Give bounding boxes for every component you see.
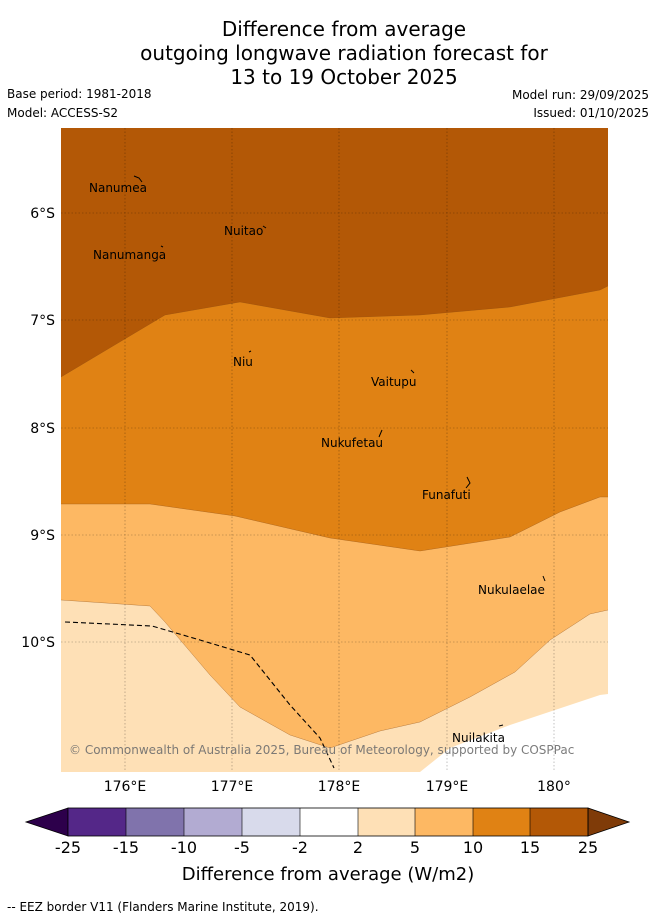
title-line-3: 13 to 19 October 2025: [230, 65, 458, 89]
island-shape-niu: [248, 350, 252, 353]
colorbar-high-extend: [587, 807, 631, 837]
contour-10: [61, 496, 608, 552]
lon-label: 179°E: [426, 779, 469, 795]
lon-label: 176°E: [104, 779, 147, 795]
colorbar-label: Difference from average (W/m2): [182, 864, 474, 885]
colorbar-tick: 5: [410, 838, 420, 857]
title-line-1: Difference from average: [221, 17, 467, 41]
colorbar-tick: 25: [578, 838, 598, 857]
place-label: Nanumanga: [93, 248, 166, 262]
lat-label: 7°S: [30, 313, 55, 329]
title-line-2: outgoing longwave radiation forecast for: [140, 41, 548, 65]
lat-label: 6°S: [30, 206, 55, 222]
place-label: Nuitao: [224, 224, 263, 238]
issued-date: Issued: 01/10/2025: [533, 106, 649, 120]
contour-5: [61, 599, 608, 749]
lon-label: 178°E: [318, 779, 361, 795]
island-shape-nuilakita: [498, 724, 504, 727]
eez-border: [64, 621, 335, 769]
lat-label: 10°S: [21, 635, 55, 651]
lon-label: 177°E: [211, 779, 254, 795]
island-shape-nukufetau: [378, 429, 383, 438]
eez-legend: -- EEZ border V11 (Flanders Marine Insti…: [7, 900, 319, 914]
contour-15: [61, 285, 608, 378]
colorbar-segment: [530, 808, 588, 836]
colorbar-tick: -2: [292, 838, 308, 857]
place-label: Funafuti: [422, 488, 471, 502]
island-shape-vaitupu: [410, 369, 415, 374]
map-plot-area: Nanumea Nuitao Nanumanga Niu Vaitupu Nuk…: [61, 128, 608, 772]
colorbar-tick: -5: [234, 838, 250, 857]
colorbar-tick: 10: [463, 838, 483, 857]
colorbar-segment: [184, 808, 242, 836]
lon-label: 180°: [537, 779, 571, 795]
island-shape-nanumanga: [160, 245, 164, 248]
eez-legend-text: -- EEZ border V11 (Flanders Marine Insti…: [7, 900, 319, 914]
colorbar-segment: [68, 808, 126, 836]
lat-label: 8°S: [30, 421, 55, 437]
lat-label: 9°S: [30, 528, 55, 544]
copyright-notice: © Commonwealth of Australia 2025, Bureau…: [69, 743, 574, 757]
island-shape-funafuti: [465, 476, 471, 489]
colorbar-tick: -15: [113, 838, 139, 857]
island-shape-nukulaelae: [542, 575, 546, 582]
place-label: Nuilakita: [452, 731, 505, 745]
place-label: Nanumea: [89, 181, 147, 195]
colorbar-tick: -25: [55, 838, 81, 857]
model-name: Model: ACCESS-S2: [7, 106, 119, 120]
place-label: Niu: [233, 355, 253, 369]
island-shape-nuitao: [262, 225, 267, 229]
colorbar-segment: [358, 808, 415, 836]
colorbar-segment: [242, 808, 300, 836]
colorbar-tick: 2: [353, 838, 363, 857]
place-label: Nukufetau: [321, 436, 383, 450]
band-neutral: [420, 694, 608, 772]
colorbar-tick: -10: [171, 838, 197, 857]
place-label: Vaitupu: [371, 375, 417, 389]
colorbar-frame: [67, 807, 589, 837]
base-period: Base period: 1981-2018: [7, 87, 152, 101]
colorbar: -25 -15 -10 -5 -2 2 5 10 15 25 Differenc…: [24, 807, 631, 885]
place-label: Nukulaelae: [478, 583, 545, 597]
colorbar-segment: [473, 808, 530, 836]
band-2-to-5: [61, 600, 608, 772]
island-shape-nanumea: [133, 175, 143, 183]
model-run: Model run: 29/09/2025: [511, 88, 649, 102]
colorbar-low-extend: [24, 807, 69, 837]
colorbar-tick: 15: [520, 838, 540, 857]
colorbar-segment: [300, 808, 358, 836]
colorbar-segment: [126, 808, 184, 836]
colorbar-segment: [415, 808, 473, 836]
